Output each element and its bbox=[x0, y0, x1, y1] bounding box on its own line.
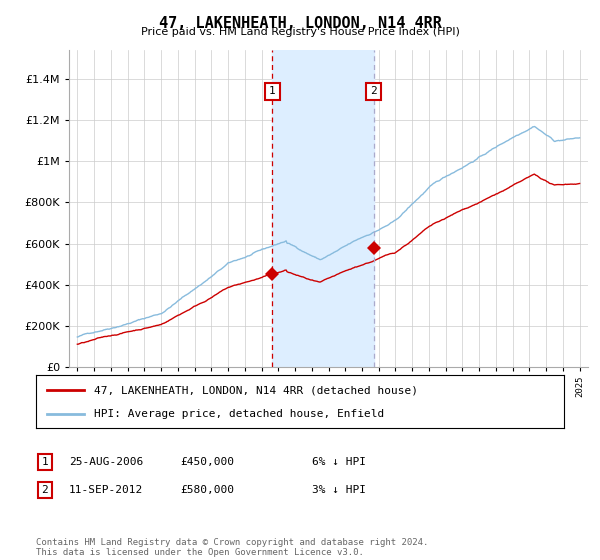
Text: £580,000: £580,000 bbox=[180, 485, 234, 495]
Text: 47, LAKENHEATH, LONDON, N14 4RR (detached house): 47, LAKENHEATH, LONDON, N14 4RR (detache… bbox=[94, 385, 418, 395]
Text: 2: 2 bbox=[41, 485, 49, 495]
Text: £450,000: £450,000 bbox=[180, 457, 234, 467]
Bar bbox=[272, 50, 374, 367]
Text: Price paid vs. HM Land Registry's House Price Index (HPI): Price paid vs. HM Land Registry's House … bbox=[140, 27, 460, 37]
Text: 1: 1 bbox=[269, 86, 276, 96]
Text: 1: 1 bbox=[41, 457, 49, 467]
Text: Contains HM Land Registry data © Crown copyright and database right 2024.
This d: Contains HM Land Registry data © Crown c… bbox=[36, 538, 428, 557]
Text: 6% ↓ HPI: 6% ↓ HPI bbox=[312, 457, 366, 467]
Text: 3% ↓ HPI: 3% ↓ HPI bbox=[312, 485, 366, 495]
Text: 47, LAKENHEATH, LONDON, N14 4RR: 47, LAKENHEATH, LONDON, N14 4RR bbox=[158, 16, 442, 31]
Text: 25-AUG-2006: 25-AUG-2006 bbox=[69, 457, 143, 467]
Text: 11-SEP-2012: 11-SEP-2012 bbox=[69, 485, 143, 495]
Text: 2: 2 bbox=[370, 86, 377, 96]
Text: HPI: Average price, detached house, Enfield: HPI: Average price, detached house, Enfi… bbox=[94, 408, 385, 418]
